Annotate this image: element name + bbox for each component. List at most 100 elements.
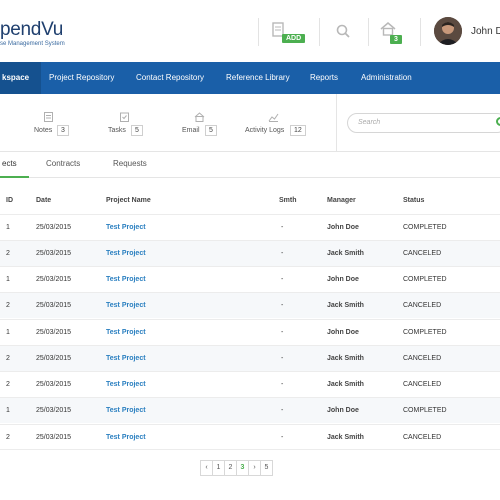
cell-smth: -	[281, 381, 284, 388]
pagination-page-current[interactable]: 3	[236, 460, 249, 476]
search-input[interactable]: Search	[347, 113, 500, 133]
cell-project-link[interactable]: Test Project	[106, 250, 146, 257]
column-header-project-name[interactable]: Project Name	[106, 197, 151, 204]
home-badge: 3	[390, 35, 402, 44]
table-row[interactable]: 1 25/03/2015 Test Project - John Doe COM…	[0, 319, 500, 345]
app-header: pendVu se Management System ADD 3 John D…	[0, 0, 500, 62]
cell-status: COMPLETED	[403, 224, 447, 231]
cell-smth: -	[281, 329, 284, 336]
notes-count: 3	[57, 125, 69, 136]
notes-tool[interactable]: Notes 3	[30, 94, 80, 152]
cell-status: COMPLETED	[403, 407, 447, 414]
cell-project-link[interactable]: Test Project	[106, 355, 146, 362]
tasks-icon	[120, 109, 129, 127]
cell-project-link[interactable]: Test Project	[106, 224, 146, 231]
cell-id: 2	[6, 355, 10, 362]
cell-status: CANCELED	[403, 355, 442, 362]
cell-date: 25/03/2015	[36, 329, 72, 336]
cell-manager: Jack Smith	[327, 302, 364, 309]
cell-status: CANCELED	[403, 434, 442, 441]
cell-manager: Jack Smith	[327, 381, 364, 388]
column-header-smth[interactable]: Smth	[279, 197, 297, 204]
cell-status: CANCELED	[403, 302, 442, 309]
activity-logs-count: 12	[290, 125, 306, 136]
header-divider	[368, 18, 369, 46]
nav-item-project-repository[interactable]: Project Repository	[49, 73, 115, 82]
cell-id: 1	[6, 329, 10, 336]
cell-smth: -	[281, 302, 284, 309]
column-header-date[interactable]: Date	[36, 197, 52, 204]
cell-smth: -	[281, 276, 284, 283]
cell-date: 25/03/2015	[36, 407, 72, 414]
tab-contracts[interactable]: Contracts	[46, 159, 81, 168]
email-count: 5	[205, 125, 217, 136]
cell-manager: John Doe	[327, 407, 359, 414]
cell-id: 2	[6, 381, 10, 388]
document-add-icon	[272, 22, 286, 43]
column-header-status[interactable]: Status	[403, 197, 425, 204]
cell-project-link[interactable]: Test Project	[106, 276, 146, 283]
nav-item-reports[interactable]: Reports	[310, 73, 339, 82]
table-row[interactable]: 2 25/03/2015 Test Project - Jack Smith C…	[0, 292, 500, 318]
cell-id: 2	[6, 434, 10, 441]
header-divider	[420, 18, 421, 46]
cell-smth: -	[281, 434, 284, 441]
tab-projects[interactable]: ects	[0, 152, 29, 178]
cell-smth: -	[281, 355, 284, 362]
table-row[interactable]: 2 25/03/2015 Test Project - Jack Smith C…	[0, 345, 500, 371]
table-row[interactable]: 2 25/03/2015 Test Project - Jack Smith C…	[0, 240, 500, 266]
email-icon	[194, 109, 205, 127]
nav-item-administration[interactable]: Administration	[361, 73, 412, 82]
activity-logs-tool[interactable]: Activity Logs 12	[241, 94, 311, 152]
table-row[interactable]: 1 25/03/2015 Test Project - John Doe COM…	[0, 266, 500, 292]
brand-logo[interactable]: pendVu se Management System	[0, 19, 65, 47]
cell-date: 25/03/2015	[36, 302, 72, 309]
cell-manager: Jack Smith	[327, 250, 364, 257]
activity-logs-icon	[268, 109, 279, 127]
tab-requests[interactable]: Requests	[113, 159, 147, 168]
cell-date: 25/03/2015	[36, 224, 72, 231]
add-badge: ADD	[282, 34, 306, 43]
cell-project-link[interactable]: Test Project	[106, 407, 146, 414]
user-name[interactable]: John Do	[471, 26, 500, 37]
column-header-id[interactable]: ID	[6, 197, 13, 204]
main-nav: kspace Project Repository Contact Reposi…	[0, 62, 500, 94]
cell-id: 1	[6, 276, 10, 283]
table-row[interactable]: 2 25/03/2015 Test Project - Jack Smith C…	[0, 371, 500, 397]
cell-date: 25/03/2015	[36, 381, 72, 388]
table-row[interactable]: 1 25/03/2015 Test Project - John Doe COM…	[0, 397, 500, 423]
table-header: ID Date Project Name Smth Manager Status	[0, 190, 500, 214]
cell-id: 1	[6, 407, 10, 414]
table-row[interactable]: 1 25/03/2015 Test Project - John Doe COM…	[0, 214, 500, 240]
nav-item-workspace[interactable]: kspace	[0, 62, 42, 94]
tasks-tool[interactable]: Tasks 5	[104, 94, 154, 152]
cell-project-link[interactable]: Test Project	[106, 329, 146, 336]
table-row[interactable]: 2 25/03/2015 Test Project - Jack Smith C…	[0, 424, 500, 450]
nav-item-reference-library[interactable]: Reference Library	[226, 73, 290, 82]
cell-id: 1	[6, 224, 10, 231]
pagination-page[interactable]: 5	[260, 460, 273, 476]
cell-project-link[interactable]: Test Project	[106, 381, 146, 388]
home-icon	[380, 22, 396, 41]
avatar[interactable]	[434, 17, 462, 45]
cell-date: 25/03/2015	[36, 355, 72, 362]
cell-project-link[interactable]: Test Project	[106, 302, 146, 309]
search-icon[interactable]	[336, 24, 350, 43]
brand-tagline: se Management System	[0, 41, 65, 47]
cell-date: 25/03/2015	[36, 276, 72, 283]
add-button[interactable]: ADD	[268, 20, 308, 46]
header-divider	[319, 18, 320, 46]
column-header-manager[interactable]: Manager	[327, 197, 356, 204]
search-icon[interactable]	[496, 117, 500, 126]
cell-date: 25/03/2015	[36, 434, 72, 441]
cell-smth: -	[281, 224, 284, 231]
email-tool[interactable]: Email 5	[178, 94, 228, 152]
cell-id: 2	[6, 302, 10, 309]
tasks-label: Tasks	[108, 127, 126, 134]
header-divider	[258, 18, 259, 46]
cell-status: COMPLETED	[403, 329, 447, 336]
home-notifications[interactable]: 3	[378, 20, 408, 46]
nav-item-contact-repository[interactable]: Contact Repository	[136, 73, 205, 82]
notes-label: Notes	[34, 127, 53, 134]
cell-project-link[interactable]: Test Project	[106, 434, 146, 441]
